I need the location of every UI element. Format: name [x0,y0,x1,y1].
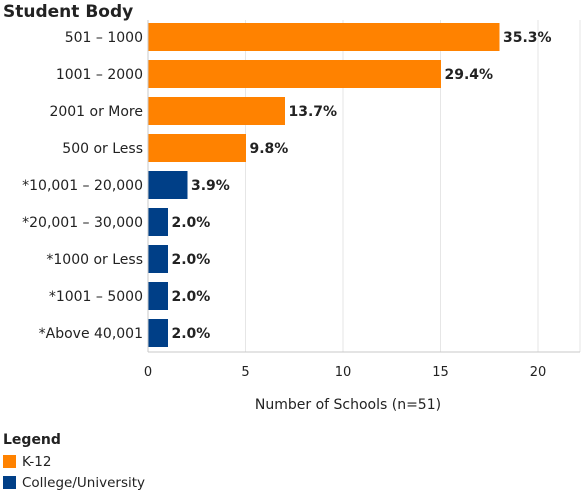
bar [148,171,188,199]
legend: Legend K-12 College/University [3,432,145,493]
data-label: 2.0% [172,289,211,305]
legend-title: Legend [3,432,61,448]
bars [148,23,500,347]
bar [148,23,500,51]
data-labels: 35.3% 29.4% 13.7% 9.8% 3.9% 2.0% 2.0% 2.0% 2.0% [172,30,552,342]
x-axis-title: Number of Schools (n=51) [255,397,441,413]
data-label: 2.0% [172,215,211,231]
bar [148,245,168,273]
legend-item-college: College/University [3,472,145,493]
bar [148,282,168,310]
x-tick-label: 15 [432,365,449,380]
legend-swatch-college [3,476,16,489]
category-label: *1000 or Less [46,252,143,268]
category-label: 1001 – 2000 [56,67,143,83]
legend-swatch-k12 [3,455,16,468]
x-tick-label: 20 [530,365,547,380]
category-label: *1001 – 5000 [49,289,143,305]
data-label: 9.8% [250,141,289,157]
x-tick-label: 0 [144,365,152,380]
x-axis [147,20,580,353]
data-label: 2.0% [172,252,211,268]
data-label: 29.4% [445,67,494,83]
bar [148,208,168,236]
data-label: 35.3% [503,30,552,46]
data-label: 13.7% [289,104,338,120]
bar [148,319,168,347]
category-label: *Above 40,001 [39,326,143,342]
y-axis-title: Student Body [3,2,133,22]
bar [148,60,441,88]
bar [148,97,285,125]
bar [148,134,246,162]
data-label: 3.9% [191,178,230,194]
x-tick-label: 5 [241,365,249,380]
legend-label-college: College/University [22,474,146,491]
category-label: 2001 or More [49,104,143,120]
category-label: *10,001 – 20,000 [22,178,143,194]
x-tick-labels: 0 5 10 15 20 [144,365,546,380]
x-tick-label: 10 [335,365,352,380]
legend-item-k12: K-12 [3,451,145,472]
category-labels: 501 – 1000 1001 – 2000 2001 or More 500 or … [22,30,143,342]
category-label: 501 – 1000 [65,30,143,46]
category-label: *20,001 – 30,000 [22,215,143,231]
category-label: 500 or Less [62,141,143,157]
data-label: 2.0% [172,326,211,342]
legend-label-k12: K-12 [22,453,52,470]
